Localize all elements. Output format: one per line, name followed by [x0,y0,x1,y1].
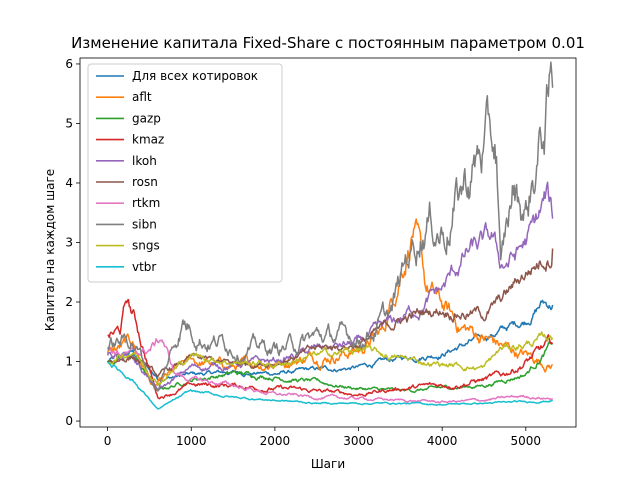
series-line-sibn [107,61,554,392]
legend-label: lkoh [132,154,157,168]
legend-label: rtkm [132,196,160,210]
series-line-sngs [107,331,554,387]
x-axis-label: Шаги [311,457,345,471]
series-line-rtkm [106,338,554,404]
series-lines [106,61,554,410]
legend-label: rosn [132,175,158,189]
series-line-gazp [106,341,553,394]
legend-label: aflt [132,90,152,104]
x-tick-label: 3000 [343,434,374,448]
y-tick-label: 1 [65,355,73,369]
x-tick-label: 1000 [176,434,207,448]
x-tick-label: 4000 [427,434,458,448]
y-tick-label: 3 [65,236,73,250]
series-line-kmaz [107,298,554,400]
series-line-vtbr [107,361,554,410]
legend-box [87,63,283,283]
x-tick-label: 5000 [511,434,542,448]
y-tick-label: 5 [65,116,73,130]
legend-label: sibn [132,217,157,231]
y-tick-label: 0 [65,414,73,428]
legend-label: kmaz [132,133,164,147]
chart-title: Изменение капитала Fixed-Share с постоян… [71,34,585,52]
y-axis-label: Капитал на каждом шаге [43,169,57,331]
x-axis-ticks: 0 1000 2000 3000 4000 5000 [104,427,541,448]
legend-label: sngs [132,239,160,253]
x-tick-label: 0 [104,434,112,448]
y-tick-label: 4 [65,176,73,190]
legend-label: vtbr [132,260,156,274]
legend-label: Для всех котировок [132,69,258,83]
legend: Для всех котировок aflt gazp kmaz lkoh rosn rt… [87,63,283,283]
series-line-aflt [106,218,554,387]
y-tick-label: 2 [65,295,73,309]
y-tick-label: 6 [65,57,73,71]
y-axis-ticks: 0 1 2 3 4 5 6 [65,57,80,428]
legend-label: gazp [132,111,161,125]
x-tick-label: 2000 [260,434,291,448]
